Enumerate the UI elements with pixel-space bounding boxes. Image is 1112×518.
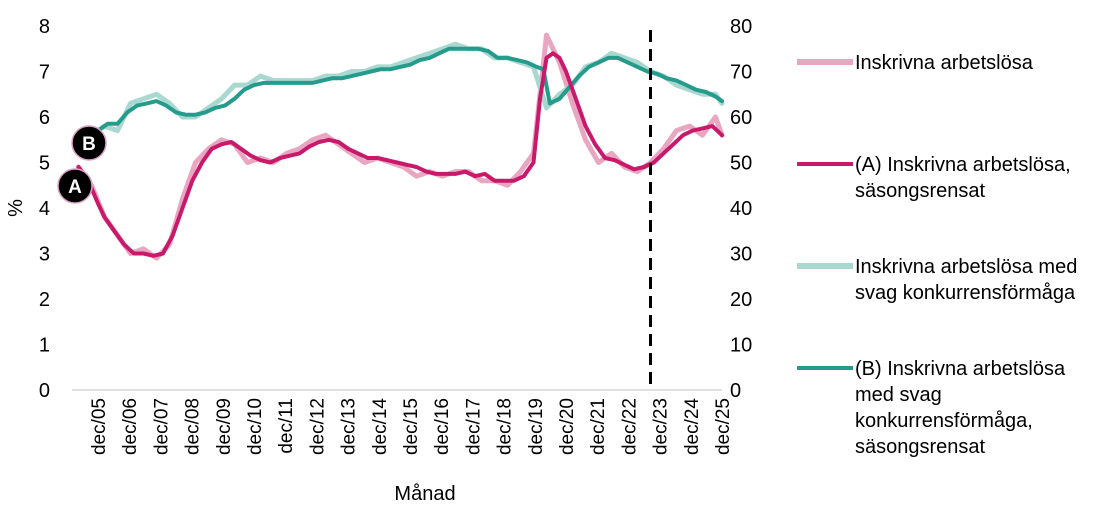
x-tick-label: dec/06 <box>120 398 141 455</box>
x-tick-label: dec/18 <box>495 398 516 455</box>
marker-b-circle <box>71 125 107 161</box>
x-tick-label: dec/13 <box>339 398 360 455</box>
right-tick-label: 70 <box>730 62 752 84</box>
x-tick-label: dec/08 <box>183 398 204 455</box>
x-axis-label: Månad <box>394 483 455 505</box>
x-tick-label: dec/07 <box>151 398 172 455</box>
series-line-1 <box>76 32 725 261</box>
right-tick-label: 60 <box>730 107 752 129</box>
legend-label-2: (A) Inskrivna arbetslösa, säsongsrensat <box>855 154 1071 202</box>
left-tick-label: 1 <box>39 335 50 357</box>
right-tick-label: 40 <box>730 198 752 220</box>
right-tick-label: 30 <box>730 244 752 266</box>
left-tick-label: 0 <box>39 380 50 402</box>
right-axis: 0 10 20 30 40 50 60 70 80 <box>730 16 752 402</box>
x-tick-label: dec/12 <box>307 398 328 455</box>
left-tick-label: 7 <box>39 62 50 84</box>
x-tick-label: dec/19 <box>526 398 547 455</box>
left-tick-label: 2 <box>39 289 50 311</box>
x-tick-label: dec/17 <box>463 398 484 455</box>
x-tick-label: dec/25 <box>713 398 734 455</box>
x-axis: dec/05 dec/06 dec/07 dec/08 dec/09 dec/10 dec/… <box>72 389 734 455</box>
x-tick-label: dec/24 <box>682 398 703 455</box>
x-tick-label: dec/22 <box>619 398 640 455</box>
series-line-3 <box>76 41 725 147</box>
x-tick-label: dec/11 <box>276 398 297 454</box>
left-tick-label: 5 <box>39 153 50 175</box>
series-line-2 <box>76 51 724 258</box>
series-line-4 <box>76 46 724 144</box>
x-tick-label: dec/09 <box>214 398 235 455</box>
x-tick-label: dec/10 <box>245 398 266 455</box>
x-tick-label: dec/05 <box>89 398 110 455</box>
x-tick-label: dec/21 <box>588 398 609 455</box>
left-tick-label: 6 <box>39 107 50 129</box>
left-tick-label: 3 <box>39 244 50 266</box>
x-tick-label: dec/14 <box>370 398 391 455</box>
legend-label-3: Inskrivna arbetslösa med svag konkurrensf… <box>855 256 1077 304</box>
legend-label-4: (B) Inskrivna arbetslösa med svag konkurre… <box>855 358 1066 458</box>
left-tick-label: 4 <box>39 198 50 220</box>
legend-label-1: Inskrivna arbetslösa <box>855 52 1034 74</box>
x-tick-label: dec/23 <box>651 398 672 455</box>
right-tick-label: 50 <box>730 153 752 175</box>
right-tick-label: 20 <box>730 289 752 311</box>
x-tick-label: dec/16 <box>432 398 453 455</box>
right-tick-label: 10 <box>730 335 752 357</box>
x-tick-label: dec/20 <box>557 398 578 455</box>
right-tick-label: 0 <box>730 380 741 402</box>
right-tick-label: 80 <box>730 16 752 38</box>
legend: Inskrivna arbetslösa (A) Inskrivna arbets… <box>797 52 1077 458</box>
marker-a-circle <box>57 168 93 204</box>
left-axis: 0 1 2 3 4 5 6 7 8 <box>39 16 50 402</box>
marker-a-label: A <box>68 177 82 198</box>
marker-b-label: B <box>82 134 96 155</box>
x-tick-label: dec/15 <box>401 398 422 455</box>
y-axis-label: % <box>5 199 27 217</box>
left-tick-label: 8 <box>39 16 50 38</box>
